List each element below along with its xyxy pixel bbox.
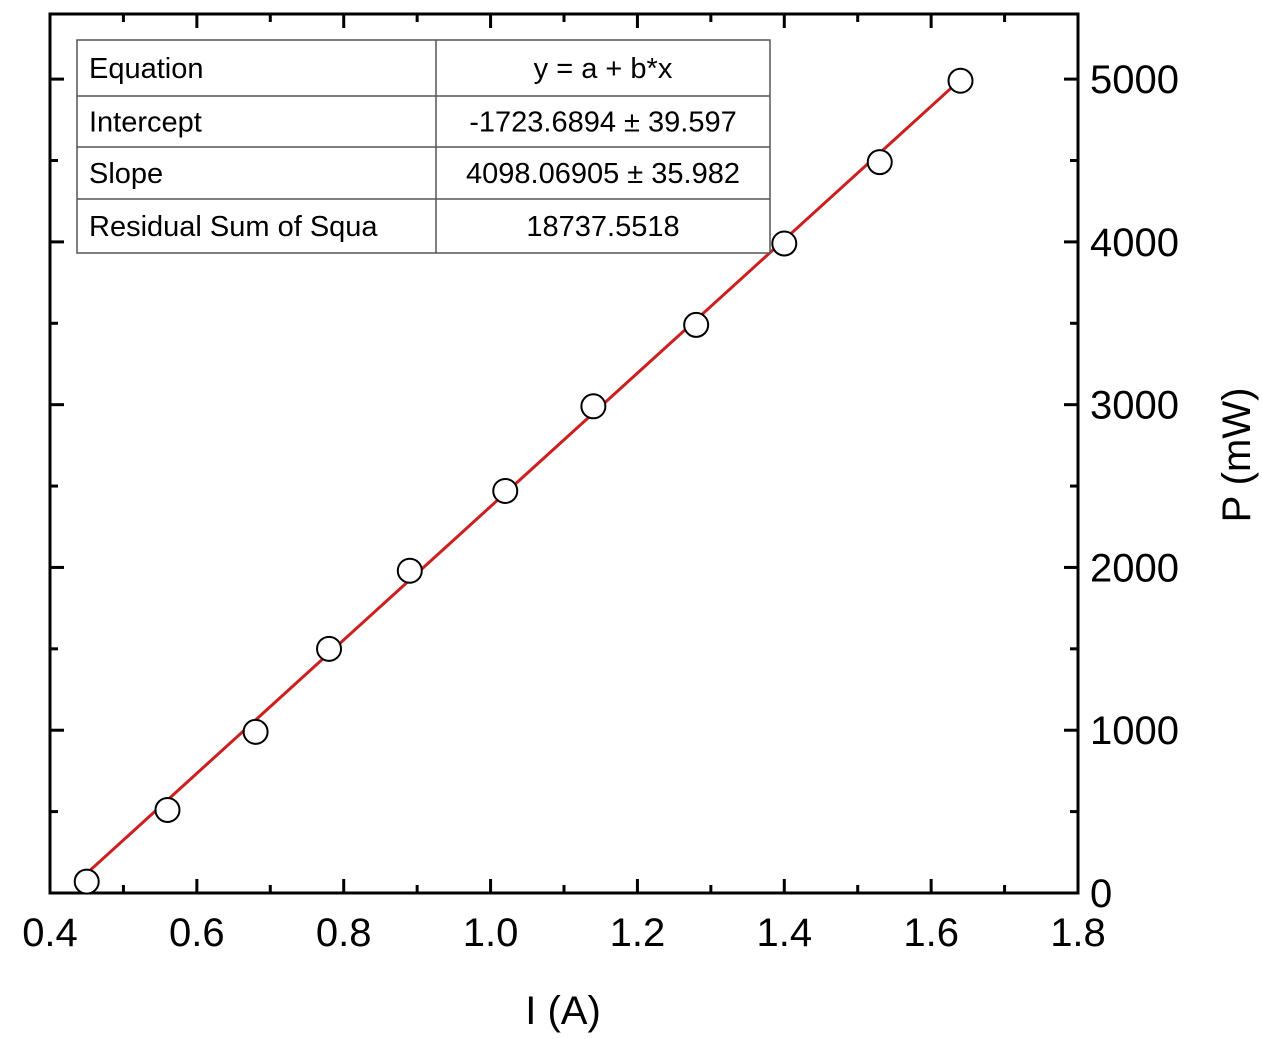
data-point (492, 477, 519, 504)
fit-table-value: 4098.06905 ± 35.982 (466, 158, 740, 190)
fit-table-label: Intercept (89, 107, 202, 139)
data-point (316, 635, 343, 662)
x-tick-label: 1.0 (463, 911, 519, 955)
data-point (73, 868, 100, 895)
fit-table-value: 18737.5518 (526, 211, 679, 243)
y-tick-label: 1000 (1090, 709, 1179, 753)
x-tick-label: 1.6 (903, 911, 959, 955)
fit-table-value: y = a + b*x (534, 53, 673, 85)
fit-line-layer (85, 78, 962, 875)
x-tick-label: 1.4 (756, 911, 812, 955)
x-tick-label: 1.2 (610, 911, 666, 955)
data-point (771, 230, 798, 257)
x-tick-label: 0.4 (22, 911, 78, 955)
fit-results-table: Equation y = a + b*x Intercept -1723.6894 ±… (76, 39, 771, 254)
data-point (154, 796, 181, 823)
data-point (396, 557, 423, 584)
fit-table-label: Equation (89, 53, 204, 85)
data-point (580, 393, 607, 420)
y-tick-label: 4000 (1090, 221, 1179, 265)
fit-table-value: -1723.6894 ± 39.597 (469, 107, 736, 139)
x-tick-label: 1.8 (1050, 911, 1106, 955)
data-point (866, 149, 893, 176)
fit-table-label: Slope (89, 158, 163, 190)
fit-line (85, 78, 962, 875)
axes-layer: 0.4 0.6 0.8 1.0 1.2 1.4 1.6 1.80 1000 2000 3000 400… (22, 12, 1179, 955)
y-tick-label: 2000 (1090, 546, 1179, 590)
data-points-layer (73, 67, 974, 895)
data-point (947, 67, 974, 94)
x-axis-title: I (A) (525, 989, 601, 1033)
y-tick-label: 0 (1090, 872, 1112, 916)
data-point (683, 311, 710, 338)
y-axis-title: P (mW) (1215, 388, 1259, 523)
fit-table-label: Residual Sum of Squa (89, 211, 378, 243)
data-point (242, 718, 269, 745)
y-tick-label: 3000 (1090, 384, 1179, 428)
x-tick-label: 0.8 (316, 911, 372, 955)
y-tick-label: 5000 (1090, 58, 1179, 102)
x-tick-label: 0.6 (169, 911, 225, 955)
